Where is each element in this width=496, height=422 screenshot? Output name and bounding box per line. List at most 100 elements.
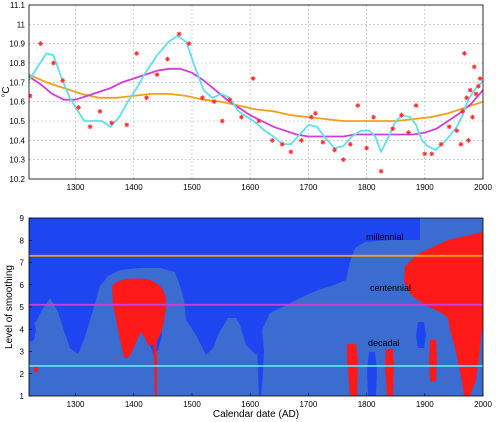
top-x-tick-1300: 1300 <box>67 183 85 192</box>
top-y-tick-10.5: 10.5 <box>9 117 25 126</box>
top-grid <box>29 4 484 180</box>
data-point <box>461 50 467 56</box>
data-point <box>109 120 115 126</box>
bottom-x-tick-1300: 1300 <box>67 400 85 409</box>
data-point <box>38 41 44 47</box>
bottom-x-tick-1500: 1500 <box>183 400 201 409</box>
top-data-points <box>29 31 483 174</box>
top-x-ticks: 1300 1400 1500 1600 1700 1800 1900 2000 <box>67 183 493 192</box>
data-point <box>154 72 160 77</box>
bottom-y-tick-2: 2 <box>20 370 25 379</box>
data-point <box>76 105 81 110</box>
negative-blob-1900 <box>416 322 426 348</box>
bottom-x-axis-label: Calendar date (AD) <box>213 409 299 420</box>
label-decadal: decadal <box>368 338 400 348</box>
data-point <box>200 95 205 101</box>
data-point <box>269 137 275 143</box>
bottom-x-tick-1800: 1800 <box>358 400 376 409</box>
top-x-tick-2000: 2000 <box>474 183 492 192</box>
top-smoothing-lines <box>29 35 483 153</box>
data-point <box>97 108 103 114</box>
data-point <box>446 124 452 130</box>
negative-spike-1610 <box>257 330 264 396</box>
bottom-x-tick-1600: 1600 <box>241 400 259 409</box>
significance-map <box>29 218 483 396</box>
data-point <box>454 128 460 134</box>
positive-spike-1440 <box>152 330 157 396</box>
data-point <box>473 91 479 97</box>
top-x-tick-1700: 1700 <box>299 183 317 192</box>
bottom-x-tick-1900: 1900 <box>416 400 434 409</box>
data-point <box>87 124 93 130</box>
data-point <box>466 137 471 143</box>
data-point <box>413 103 419 108</box>
data-point <box>458 141 464 147</box>
data-point <box>219 118 225 124</box>
top-y-tick-10.7: 10.7 <box>9 78 25 87</box>
data-point <box>464 95 470 101</box>
negative-spike-1800 <box>367 352 377 396</box>
data-point <box>422 151 428 157</box>
data-point <box>176 31 182 37</box>
positive-blob-1925 <box>429 340 437 382</box>
data-point <box>467 87 473 93</box>
temperature-panel: 1300 1400 1500 1600 1700 1800 1900 2000 10.210.… <box>1 1 492 192</box>
data-point <box>288 149 294 155</box>
data-point <box>320 139 326 145</box>
top-y-axis-label: °C <box>1 86 12 97</box>
data-point <box>308 114 314 120</box>
data-point <box>460 108 466 114</box>
top-y-tick-10.3: 10.3 <box>9 156 25 165</box>
data-point <box>470 114 475 120</box>
data-point <box>165 56 170 62</box>
data-point <box>124 122 130 128</box>
top-y-tick-10.9: 10.9 <box>9 40 25 49</box>
data-point <box>475 83 481 89</box>
data-point <box>429 151 435 157</box>
data-point <box>371 114 376 120</box>
data-point <box>227 97 233 103</box>
bottom-y-tick-6: 6 <box>20 281 25 290</box>
top-x-tick-1800: 1800 <box>358 183 376 192</box>
positive-region-1950 <box>404 232 483 396</box>
data-point <box>211 99 217 105</box>
data-point <box>340 157 346 163</box>
bottom-x-tick-2000: 2000 <box>474 400 492 409</box>
data-point <box>390 126 396 132</box>
data-point <box>312 110 318 116</box>
bottom-y-tick-8: 8 <box>20 236 25 245</box>
smoothing-panel: millennial centennial decadal 1300 1400 15… <box>4 214 492 420</box>
data-point <box>332 147 337 153</box>
negative-region-main <box>29 218 420 355</box>
data-point <box>186 41 192 47</box>
top-y-tick-10.6: 10.6 <box>9 98 25 107</box>
bottom-y-axis-label: Level of smoothing <box>4 265 15 349</box>
positive-region-1400 <box>112 278 166 358</box>
centennial-curve <box>29 67 483 138</box>
bottom-x-ticks: 1300 1400 1500 1600 1700 1800 1900 2000 <box>67 393 492 409</box>
data-point <box>51 60 56 66</box>
data-point <box>279 141 285 147</box>
bottom-y-tick-9: 9 <box>20 214 25 223</box>
negative-region-left <box>29 322 36 342</box>
top-x-tick-1600: 1600 <box>241 183 259 192</box>
decadal-curve <box>29 35 483 153</box>
bottom-y-tick-5: 5 <box>20 303 25 312</box>
top-x-tick-1500: 1500 <box>183 183 201 192</box>
data-point <box>134 50 140 56</box>
data-point <box>406 130 411 135</box>
bottom-y-ticks: 1 2 3 4 5 6 7 8 9 <box>20 214 32 401</box>
top-x-tick-1400: 1400 <box>125 183 143 192</box>
top-plot-frame <box>28 4 484 180</box>
bottom-x-tick-1400: 1400 <box>125 400 143 409</box>
data-point <box>355 103 361 108</box>
positive-spike-1840 <box>385 349 394 396</box>
data-point <box>60 78 66 83</box>
top-plot-area <box>29 5 483 179</box>
top-y-tick-10.8: 10.8 <box>9 59 25 68</box>
positive-dot-left <box>34 366 38 372</box>
label-centennial: centennial <box>370 283 411 293</box>
label-millennial: millennial <box>366 232 404 242</box>
data-point <box>378 168 384 174</box>
